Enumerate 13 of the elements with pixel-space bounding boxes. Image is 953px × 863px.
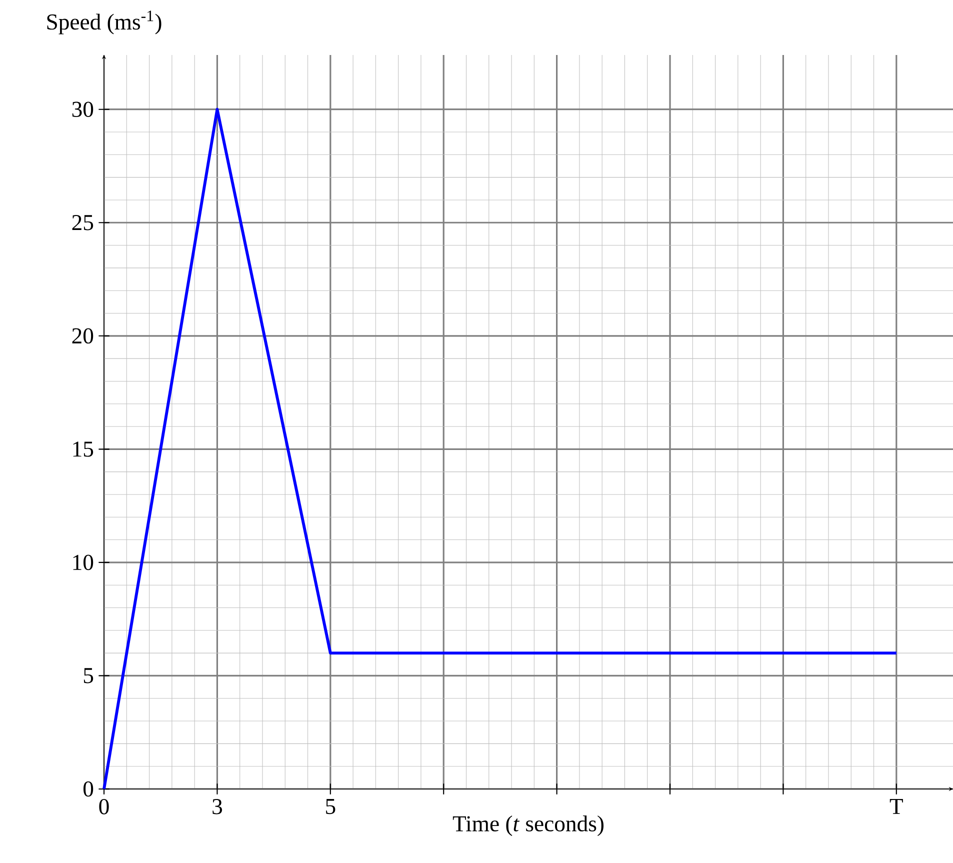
y-tick-label: 15 <box>73 442 94 457</box>
x-tick-label: T <box>890 799 903 814</box>
y-tick-label: 25 <box>72 215 94 230</box>
x-tick-label: 0 <box>99 799 109 814</box>
y-tick-label: 10 <box>73 554 94 570</box>
y-tick-label: 30 <box>72 102 94 118</box>
y-axis-title: Speed (ms$^{-1}$) <box>47 10 162 34</box>
x-tick-label: 3 <box>212 799 222 814</box>
y-tick-label: 5 <box>84 668 94 684</box>
y-tick-label: 0 <box>83 781 94 797</box>
x-axis-title: Time (t seconds) <box>452 815 604 836</box>
y-tick-label: 20 <box>72 328 94 344</box>
x-tick-label: 5 <box>326 799 336 814</box>
